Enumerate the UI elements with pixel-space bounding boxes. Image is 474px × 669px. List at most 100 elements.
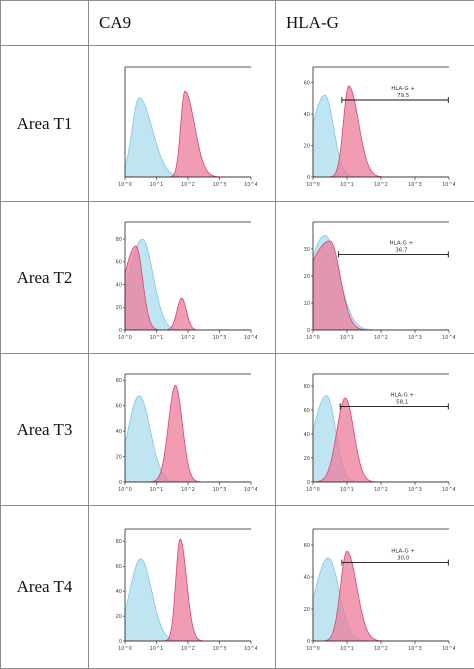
- x-tick-label: 10^0: [118, 646, 132, 652]
- y-tick-label: 10: [304, 300, 310, 306]
- y-tick-label: 40: [116, 282, 122, 288]
- gate-label: HLA-G +: [391, 86, 415, 92]
- gate-value: 79,5: [397, 93, 410, 99]
- x-tick-label: 10^2: [181, 646, 195, 652]
- x-tick-label: 10^0: [118, 487, 132, 493]
- y-tick-label: 0: [119, 327, 122, 333]
- y-tick-label: 40: [304, 431, 310, 437]
- histogram-ca9-t1: 10^0 10^1 10^2 10^3 10^4: [107, 55, 257, 193]
- x-tick-label: 10^3: [213, 182, 227, 188]
- gate-value: 58,1: [396, 399, 408, 405]
- x-tick-label: 10^4: [244, 646, 257, 652]
- y-tick-label: 80: [116, 236, 122, 242]
- x-tick-label: 10^3: [213, 646, 227, 652]
- x-tick-label: 10^4: [442, 182, 455, 188]
- y-tick-label: 40: [304, 111, 310, 117]
- y-tick-label: 40: [304, 575, 310, 581]
- x-tick-label: 10^4: [442, 335, 455, 341]
- x-tick-label: 10^1: [150, 335, 164, 341]
- y-tick-label: 20: [116, 614, 122, 620]
- x-tick-label: 10^0: [306, 487, 320, 493]
- row-area-t4: Area T4 10^0 10^1 10^2 10^3 10^4 0 20 40 60 80 10…: [1, 506, 474, 669]
- x-tick-label: 10^3: [213, 335, 227, 341]
- row-area-t2: Area T2 10^0 10^1 10^2 10^3 10^4 0 20 40 60 80 10…: [1, 202, 474, 354]
- y-tick-label: 40: [116, 428, 122, 434]
- gate-label: HLA-G +: [391, 549, 415, 555]
- row-label: Area T2: [1, 202, 89, 354]
- y-tick-label: 0: [307, 174, 310, 180]
- y-tick-label: 60: [304, 543, 310, 549]
- y-tick-label: 60: [116, 403, 122, 409]
- y-tick-label: 40: [116, 589, 122, 595]
- y-tick-label: 0: [307, 479, 310, 485]
- y-tick-label: 0: [119, 639, 122, 645]
- x-tick-label: 10^2: [181, 487, 195, 493]
- y-tick-label: 20: [304, 607, 310, 613]
- x-tick-label: 10^2: [374, 487, 388, 493]
- x-tick-label: 10^1: [150, 646, 164, 652]
- x-tick-label: 10^3: [408, 335, 422, 341]
- y-tick-label: 0: [119, 479, 122, 485]
- histogram-ca9-t4: 10^0 10^1 10^2 10^3 10^4 0 20 40 60 80: [107, 517, 257, 657]
- panel-cell: 10^0 10^1 10^2 10^3 10^4 0 20 40 60 80: [89, 202, 276, 354]
- x-tick-label: 10^1: [340, 487, 354, 493]
- corner-cell: [1, 1, 89, 46]
- x-tick-label: 10^2: [374, 182, 388, 188]
- x-tick-label: 10^4: [244, 182, 257, 188]
- x-tick-label: 10^4: [442, 487, 455, 493]
- y-tick-label: 30: [304, 246, 310, 252]
- y-tick-label: 20: [304, 273, 310, 279]
- y-tick-label: 60: [116, 259, 122, 265]
- x-tick-label: 10^1: [150, 182, 164, 188]
- y-tick-label: 60: [116, 564, 122, 570]
- series-control-area: [313, 558, 449, 641]
- header-row: CA9 HLA-G: [1, 1, 474, 46]
- y-tick-label: 80: [116, 539, 122, 545]
- y-tick-label: 60: [304, 80, 310, 86]
- x-tick-label: 10^0: [118, 182, 132, 188]
- x-tick-label: 10^3: [213, 487, 227, 493]
- x-tick-label: 10^0: [118, 335, 132, 341]
- y-tick-label: 20: [304, 143, 310, 149]
- x-tick-label: 10^2: [374, 646, 388, 652]
- x-tick-label: 10^2: [181, 182, 195, 188]
- x-tick-label: 10^3: [408, 646, 422, 652]
- y-tick-label: 20: [116, 305, 122, 311]
- histogram-ca9-t2: 10^0 10^1 10^2 10^3 10^4 0 20 40 60 80: [107, 210, 257, 346]
- row-label: Area T1: [1, 46, 89, 202]
- y-tick-label: 80: [116, 378, 122, 384]
- series-control-area: [313, 95, 449, 177]
- gate-label: HLA-G +: [390, 392, 414, 398]
- y-tick-label: 0: [307, 639, 310, 645]
- panel-cell: 10^0 10^1 10^2 10^3 10^4 0 20 40 60 80: [89, 506, 276, 669]
- x-tick-label: 10^4: [442, 646, 455, 652]
- y-tick-label: 20: [304, 455, 310, 461]
- x-tick-label: 10^0: [306, 335, 320, 341]
- gate-label: HLA-G +: [390, 240, 414, 246]
- x-tick-label: 10^1: [340, 182, 354, 188]
- x-tick-label: 10^1: [340, 646, 354, 652]
- x-tick-label: 10^2: [374, 335, 388, 341]
- row-label: Area T4: [1, 506, 89, 669]
- panel-cell: 10^0 10^1 10^2 10^3 10^4: [89, 46, 276, 202]
- x-tick-label: 10^2: [181, 335, 195, 341]
- x-tick-label: 10^0: [306, 182, 320, 188]
- x-tick-label: 10^4: [244, 335, 257, 341]
- x-tick-label: 10^4: [244, 487, 257, 493]
- y-tick-label: 60: [304, 407, 310, 413]
- gate-value: 36,7: [395, 247, 408, 253]
- column-header-hla-g: HLA-G: [276, 1, 474, 46]
- x-tick-label: 10^0: [306, 646, 320, 652]
